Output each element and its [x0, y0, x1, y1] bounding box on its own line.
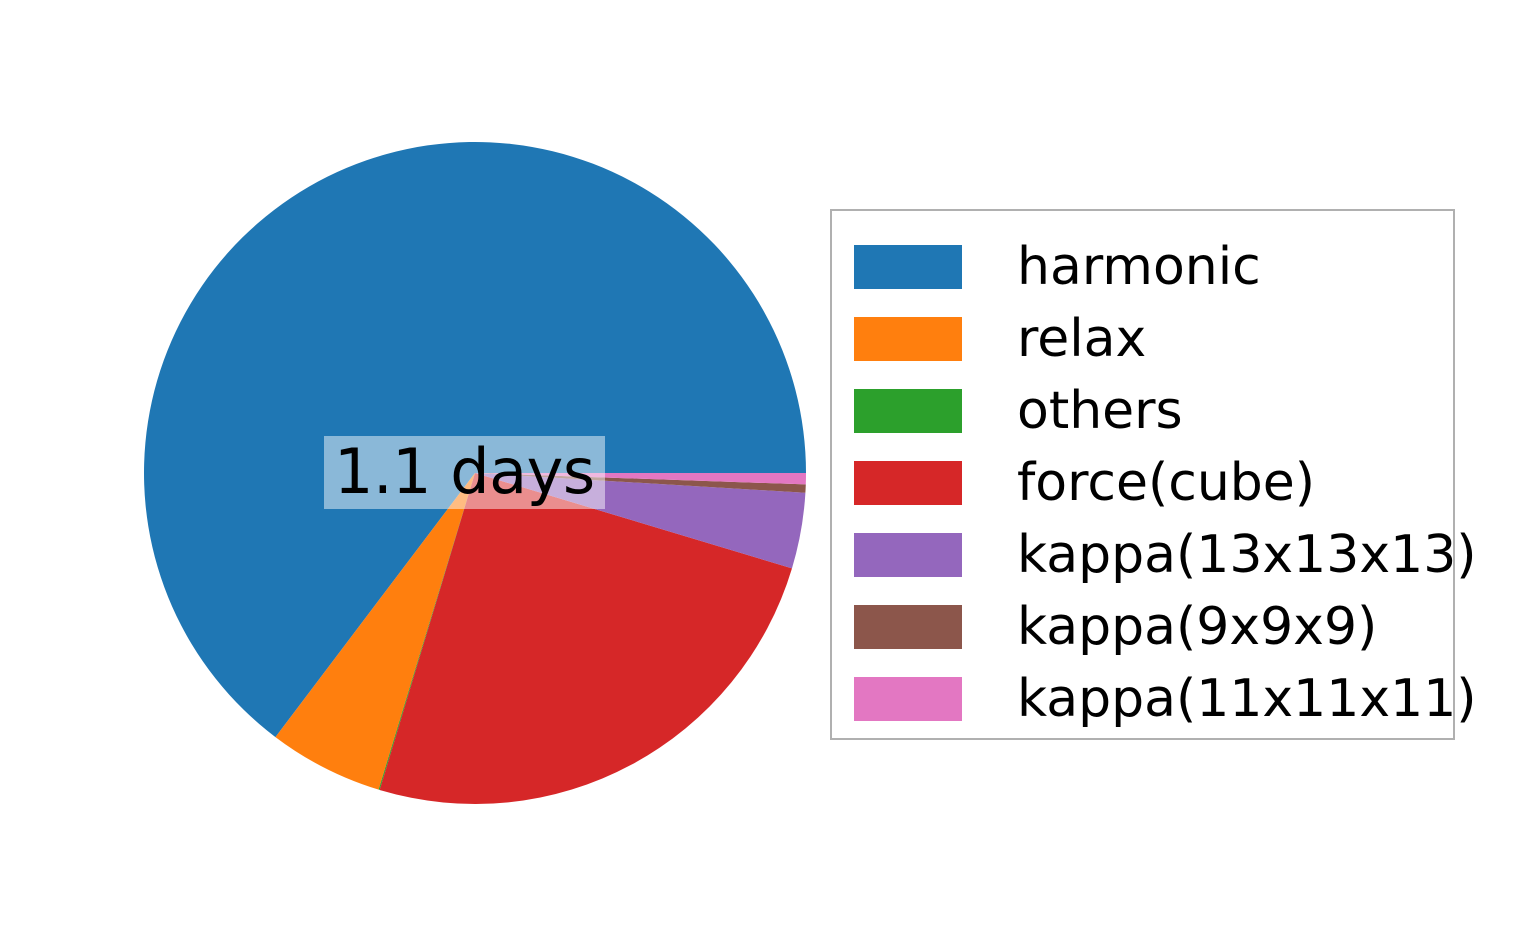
- legend-label-force-cube: force(cube): [1017, 453, 1316, 513]
- pie-slice-harmonic[interactable]: [143, 141, 806, 738]
- legend-item-harmonic[interactable]: harmonic: [832, 231, 1453, 303]
- legend-label-kappa-9x9x9: kappa(9x9x9): [1017, 597, 1378, 657]
- legend-label-kappa-11x11x11: kappa(11x11x11): [1017, 669, 1477, 729]
- legend-swatch-relax: [854, 317, 962, 361]
- pie-slice-others[interactable]: [378, 473, 475, 790]
- legend-label-relax: relax: [1017, 309, 1147, 369]
- legend-item-relax[interactable]: relax: [832, 303, 1453, 375]
- legend-swatch-kappa-9x9x9: [854, 605, 962, 649]
- legend-swatch-kappa-13x13x13: [854, 533, 962, 577]
- legend-item-kappa-9x9x9[interactable]: kappa(9x9x9): [832, 591, 1453, 663]
- legend-swatch-force-cube: [854, 461, 962, 505]
- legend-swatch-others: [854, 389, 962, 433]
- legend-label-others: others: [1017, 381, 1183, 441]
- legend-item-kappa-11x11x11[interactable]: kappa(11x11x11): [832, 663, 1477, 735]
- pie-slice-kappa9x9x9[interactable]: [475, 473, 806, 493]
- legend-box: harmonic relax others force(cube) kappa(…: [830, 209, 1477, 740]
- pie-slice-forcecube[interactable]: [379, 473, 792, 805]
- legend-item-force-cube[interactable]: force(cube): [832, 447, 1453, 519]
- pie-slice-kappa11x11x11[interactable]: [475, 473, 806, 485]
- pie-svg: [143, 141, 806, 805]
- legend-swatch-harmonic: [854, 245, 962, 289]
- legend-label-harmonic: harmonic: [1017, 237, 1261, 297]
- pie-plot-area: 1.1 days: [143, 141, 806, 805]
- legend-item-others[interactable]: others: [832, 375, 1453, 447]
- pie-slice-relax[interactable]: [275, 473, 475, 790]
- legend-swatch-kappa-11x11x11: [854, 677, 962, 721]
- legend-label-kappa-13x13x13: kappa(13x13x13): [1017, 525, 1477, 585]
- legend-item-kappa-13x13x13[interactable]: kappa(13x13x13): [832, 519, 1477, 591]
- pie-center-label: 1.1 days: [324, 436, 605, 510]
- pie-slice-kappa13x13x13[interactable]: [475, 473, 806, 569]
